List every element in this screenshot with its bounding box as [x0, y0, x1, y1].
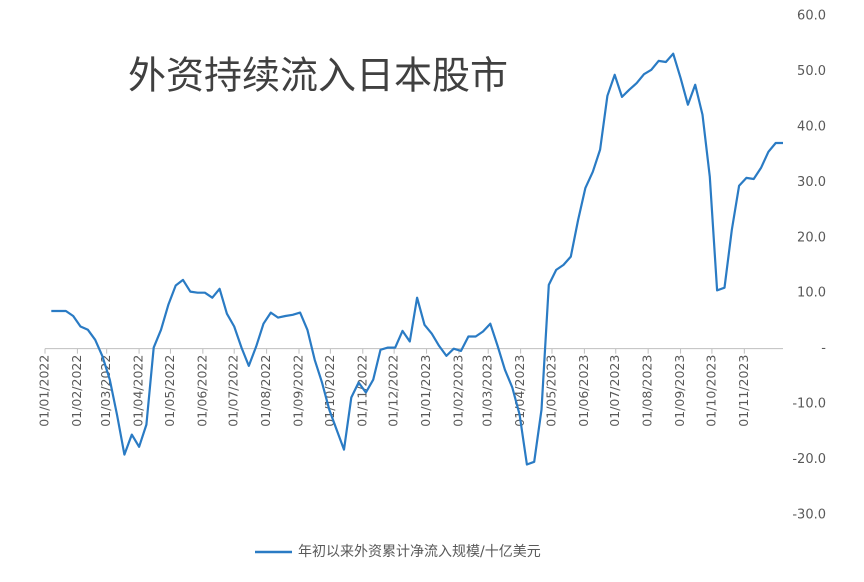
y-tick-label: 10.0: [797, 286, 826, 301]
x-tick-label: 01/11/2023: [736, 355, 751, 427]
x-tick-label: 01/02/2022: [69, 355, 84, 427]
x-tick-label: 01/08/2022: [258, 355, 273, 427]
x-tick-label: 01/02/2023: [450, 355, 465, 427]
x-tick-label: 01/04/2022: [131, 355, 146, 427]
x-tick-label: 01/03/2023: [480, 355, 495, 427]
y-tick-label: -: [821, 341, 826, 356]
x-tick-label: 01/07/2022: [226, 355, 241, 427]
x-tick-label: 01/01/2023: [418, 355, 433, 427]
x-tick-label: 01/06/2023: [576, 355, 591, 427]
x-tick-label: 01/05/2023: [543, 355, 558, 427]
y-tick-label: -20.0: [792, 452, 826, 467]
x-tick-label: 01/06/2022: [194, 355, 209, 427]
y-tick-label: -30.0: [792, 508, 826, 523]
x-tick-label: 01/10/2022: [322, 355, 337, 427]
x-tick-label: 01/01/2022: [37, 355, 52, 427]
x-tick-label: 01/03/2022: [98, 355, 113, 427]
legend-label: 年初以来外资累计净流入规模/十亿美元: [298, 543, 541, 560]
x-tick-label: 01/04/2023: [512, 355, 527, 427]
x-tick-label: 01/09/2023: [672, 355, 687, 427]
chart-title: 外资持续流入日本股市: [128, 54, 508, 98]
y-tick-label: 50.0: [797, 64, 826, 79]
y-tick-label: 60.0: [797, 9, 826, 24]
x-tick-label: 01/11/2022: [354, 355, 369, 427]
y-tick-label: 40.0: [797, 119, 826, 134]
y-tick-label: 20.0: [797, 230, 826, 245]
x-tick-label: 01/12/2022: [386, 355, 401, 427]
x-tick-label: 01/09/2022: [291, 355, 306, 427]
x-tick-label: 01/10/2023: [703, 355, 718, 427]
data-line: [51, 52, 783, 466]
x-tick-label: 01/05/2022: [162, 355, 177, 427]
x-tick-label: 01/07/2023: [607, 355, 622, 427]
y-tick-label: 30.0: [797, 175, 826, 190]
y-tick-label: -10.0: [792, 397, 826, 412]
x-tick-label: 01/08/2023: [640, 355, 655, 427]
